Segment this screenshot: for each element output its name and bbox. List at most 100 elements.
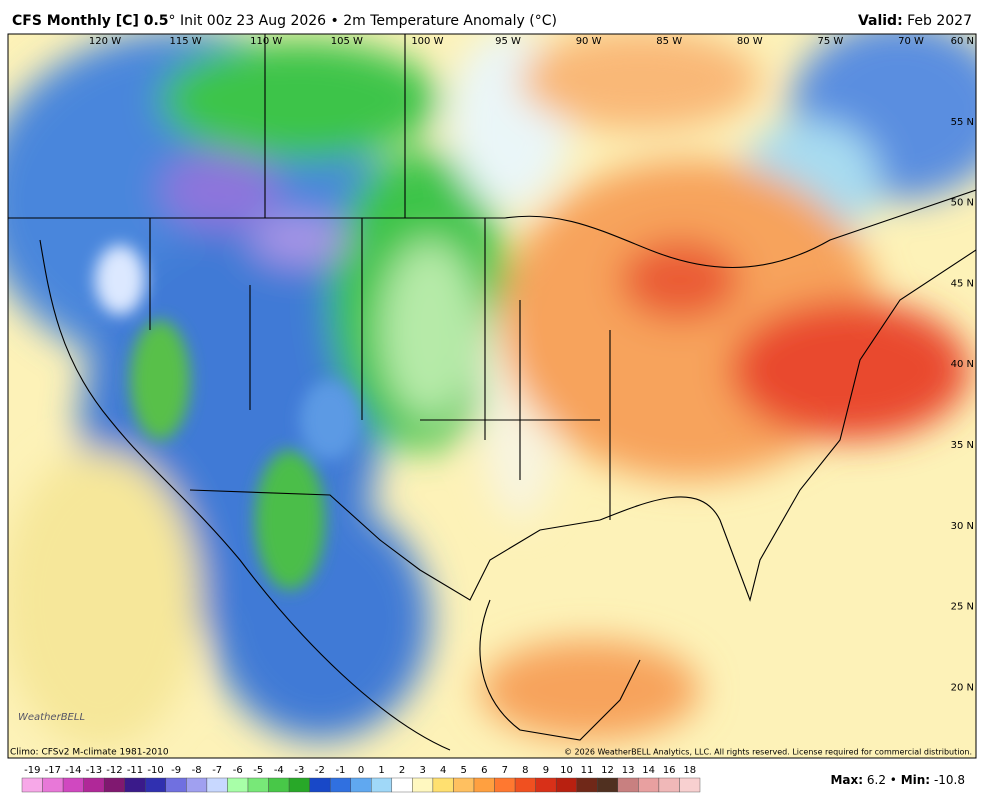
colorbar-label: -10 [147,765,163,776]
max-label: Max: [830,773,863,787]
colorbar-swatch [103,777,125,793]
lon-label: 120 W [89,36,121,47]
colorbar-swatch [514,777,536,793]
colorbar-swatch [412,777,434,793]
colorbar-label: -5 [253,765,263,776]
colorbar-label: -7 [212,765,222,776]
colorbar-swatch [206,777,228,793]
lat-label: 60 N [951,36,974,47]
colorbar-swatch [555,777,577,793]
colorbar-swatch [576,777,598,793]
lat-label: 35 N [951,440,974,451]
colorbar-label: -13 [86,765,102,776]
colorbar-swatch [432,777,454,793]
lon-label: 95 W [495,36,521,47]
lon-label: 100 W [411,36,443,47]
colorbar-swatch [638,777,660,793]
lon-labels: 120 W 115 W 110 W 105 W 100 W 95 W 90 W 85 W 80 … [89,36,924,47]
colorbar-swatch [309,777,331,793]
lon-label: 105 W [331,36,363,47]
lat-label: 40 N [951,359,974,370]
valid-value: Feb 2027 [907,13,972,29]
colorbar-swatch [83,777,105,793]
colorbar-label: 8 [522,765,528,776]
title-rest: ° Init 00z 23 Aug 2026 • 2m Temperature … [169,13,557,29]
colorbar-label: 5 [461,765,467,776]
valid-label: Valid: [858,13,903,29]
colorbar-label: -3 [294,765,304,776]
colorbar-label: 12 [601,765,614,776]
colorbar-label: 13 [622,765,635,776]
colorbar-swatch [391,777,413,793]
lon-label: 115 W [170,36,202,47]
colorbar-swatch [617,777,639,793]
colorbar-label: 10 [560,765,573,776]
colorbar-label: -9 [171,765,181,776]
lat-label: 30 N [951,521,974,532]
colorbar-swatch [679,777,701,793]
colorbar-swatch [453,777,475,793]
lat-label: 20 N [951,682,974,693]
title: CFS Monthly [C] 0.5° Init 00z 23 Aug 202… [12,13,557,29]
copyright: © 2026 WeatherBELL Analytics, LLC. All r… [564,748,972,757]
max-value: 6.2 [867,773,886,787]
colorbar-label: 0 [358,765,364,776]
max-min: Max: 6.2 • Min: -10.8 [830,773,965,787]
lat-label: 25 N [951,602,974,613]
colorbar-swatch [535,777,557,793]
colorbar-swatch [288,777,310,793]
lat-label: 55 N [951,117,974,128]
colorbar-swatch [227,777,249,793]
map-frame [7,33,977,759]
colorbar-label: 11 [581,765,594,776]
colorbar-label: -1 [335,765,345,776]
colorbar-swatch [21,777,43,793]
colorbar-label: 9 [543,765,549,776]
colorbar-label: -12 [106,765,122,776]
min-label: Min: [901,773,930,787]
logo: WeatherBELL [18,712,85,723]
lon-label: 80 W [737,36,763,47]
colorbar-label: 16 [663,765,676,776]
colorbar-label: -2 [315,765,325,776]
colorbar-label: -17 [45,765,61,776]
colorbar-swatch [145,777,167,793]
lon-label: 110 W [250,36,282,47]
sep: • [890,773,897,787]
colorbar-swatch [247,777,269,793]
colorbar-swatch [124,777,146,793]
colorbar-label: 14 [642,765,655,776]
map [8,34,976,758]
colorbar-label: 7 [502,765,508,776]
colorbar-label: 4 [440,765,446,776]
min-value: -10.8 [934,773,965,787]
lat-label: 50 N [951,198,974,209]
colorbar: -19 -17 -14 -13 -12 -11 -10 -9 -8 -7 -6 -5 -4 -3 -2 -1 0… [21,765,701,793]
colorbar-label: -4 [274,765,284,776]
valid: Valid: Feb 2027 [858,13,972,29]
lon-label: 75 W [818,36,844,47]
lat-labels: 60 N 55 N 50 N 45 N 40 N 35 N 30 N 25 N 20 N [951,36,974,693]
colorbar-swatch [350,777,372,793]
colorbar-label: 3 [419,765,425,776]
colorbar-swatch [186,777,208,793]
lon-label: 85 W [656,36,682,47]
colorbar-label: -8 [192,765,202,776]
title-bold: CFS Monthly [C] 0.5 [12,13,169,29]
colorbar-swatch [473,777,495,793]
colorbar-label: -19 [24,765,40,776]
colorbar-swatch [494,777,516,793]
colorbar-swatch [597,777,619,793]
colorbar-label: -14 [65,765,81,776]
lat-label: 45 N [951,278,974,289]
lon-label: 90 W [576,36,602,47]
colorbar-swatch [165,777,187,793]
climo: Climo: CFSv2 M-climate 1981-2010 [10,748,169,758]
colorbar-label: 2 [399,765,405,776]
colorbar-swatch [658,777,680,793]
colorbar-label: 6 [481,765,487,776]
lon-label: 70 W [898,36,924,47]
colorbar-label: 1 [378,765,384,776]
colorbar-swatch [42,777,64,793]
